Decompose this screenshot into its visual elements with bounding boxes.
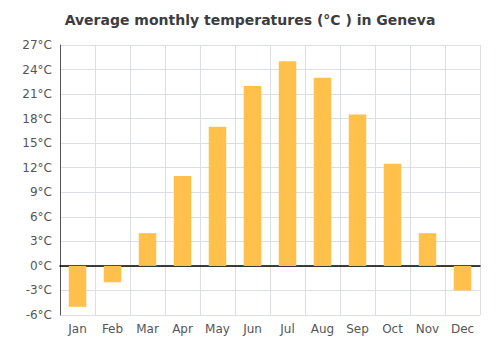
svg-text:Mar: Mar (136, 322, 159, 336)
svg-text:Sep: Sep (346, 322, 369, 336)
svg-text:Apr: Apr (172, 322, 193, 336)
svg-text:May: May (205, 322, 230, 336)
svg-text:0°C: 0°C (30, 259, 52, 273)
svg-text:12°C: 12°C (22, 161, 52, 175)
svg-text:Jan: Jan (67, 322, 87, 336)
svg-text:24°C: 24°C (22, 63, 52, 77)
svg-text:3°C: 3°C (30, 234, 52, 248)
svg-text:18°C: 18°C (22, 112, 52, 126)
svg-text:9°C: 9°C (30, 185, 52, 199)
svg-text:15°C: 15°C (22, 136, 52, 150)
svg-text:27°C: 27°C (22, 38, 52, 52)
svg-text:Jun: Jun (242, 322, 262, 336)
svg-text:Dec: Dec (451, 322, 474, 336)
svg-text:Oct: Oct (382, 322, 403, 336)
svg-text:-3°C: -3°C (26, 283, 52, 297)
svg-text:Aug: Aug (311, 322, 334, 336)
svg-text:-6°C: -6°C (26, 308, 52, 322)
svg-text:Feb: Feb (102, 322, 123, 336)
svg-text:Jul: Jul (279, 322, 294, 336)
svg-text:Average monthly temperatures (: Average monthly temperatures (°C ) in Ge… (65, 12, 436, 28)
svg-text:Nov: Nov (416, 322, 439, 336)
svg-text:6°C: 6°C (30, 210, 52, 224)
svg-text:21°C: 21°C (22, 87, 52, 101)
